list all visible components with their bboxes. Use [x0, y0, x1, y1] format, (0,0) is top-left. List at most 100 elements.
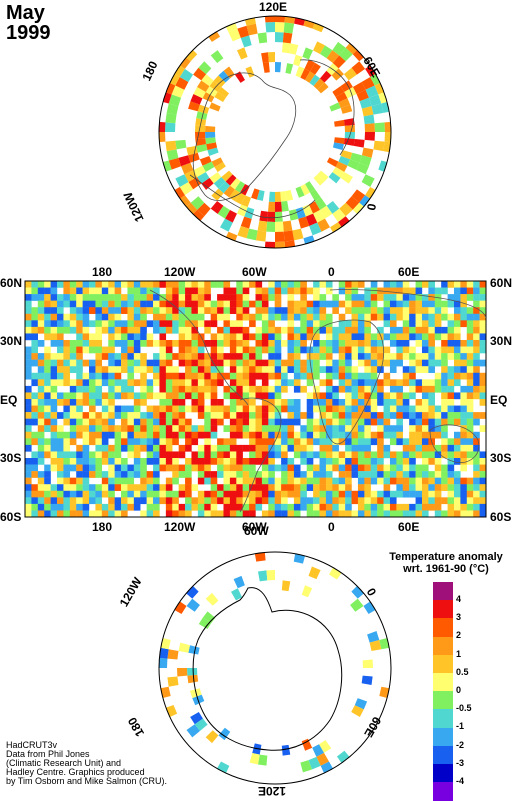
anomaly-cell — [197, 300, 205, 308]
anomaly-cell — [95, 412, 103, 419]
anomaly-cell — [261, 458, 269, 465]
anomaly-cell — [31, 405, 39, 413]
anomaly-cell — [317, 82, 329, 94]
anomaly-cell — [313, 503, 320, 511]
anomaly-cell — [319, 477, 327, 485]
anomaly-cell — [165, 385, 173, 393]
anomaly-cell — [178, 392, 186, 400]
anomaly-cell — [242, 294, 250, 301]
anomaly-cell — [389, 405, 397, 413]
anomaly-cell — [146, 484, 154, 491]
anomaly-cell — [229, 359, 237, 367]
anomaly-cell — [153, 294, 160, 301]
anomaly-cell — [364, 307, 371, 314]
anomaly-cell — [165, 438, 173, 446]
anomaly-cell — [441, 399, 448, 406]
anomaly-cell — [409, 418, 416, 426]
anomaly-cell — [31, 353, 39, 360]
anomaly-cell — [210, 425, 218, 432]
anomaly-cell — [146, 320, 154, 328]
anomaly-cell — [63, 281, 71, 288]
anomaly-cell — [415, 412, 423, 419]
anomaly-cell — [345, 503, 352, 511]
anomaly-cell — [274, 503, 282, 511]
anomaly-cell — [287, 418, 295, 426]
anomaly-cell — [313, 320, 320, 328]
anomaly-cell — [121, 412, 128, 419]
anomaly-cell — [121, 346, 128, 354]
anomaly-cell — [153, 464, 160, 472]
legend-label: 3 — [456, 612, 462, 623]
anomaly-cell — [127, 379, 135, 387]
anomaly-cell — [460, 392, 467, 400]
anomaly-cell — [178, 155, 191, 167]
anomaly-cell — [186, 598, 200, 612]
anomaly-cell — [313, 287, 320, 295]
anomaly-cell — [364, 379, 371, 387]
anomaly-cell — [76, 418, 83, 426]
anomaly-cell — [249, 359, 256, 367]
anomaly-cell — [255, 412, 263, 419]
anomaly-cell — [185, 300, 192, 308]
anomaly-cell — [236, 464, 243, 472]
anomaly-cell — [261, 359, 269, 367]
anomaly-cell — [63, 503, 71, 511]
anomaly-cell — [357, 431, 365, 439]
anomaly-cell — [357, 464, 365, 472]
anomaly-cell — [320, 45, 333, 59]
anomaly-cell — [178, 300, 186, 308]
anomaly-cell — [172, 385, 179, 393]
anomaly-cell — [178, 431, 186, 439]
anomaly-cell — [159, 340, 167, 347]
anomaly-cell — [127, 287, 135, 295]
anomaly-cell — [76, 385, 83, 393]
anomaly-cell — [76, 353, 83, 360]
anomaly-cell — [396, 464, 403, 472]
credit-line-5: by Tim Osborn and Mike Salmon (CRU). — [6, 776, 168, 786]
anomaly-cell — [338, 372, 346, 380]
anomaly-cell — [172, 438, 179, 446]
anomaly-cell — [197, 458, 205, 465]
anomaly-cell — [210, 385, 218, 393]
anomaly-cell — [473, 346, 480, 354]
anomaly-cell — [383, 320, 391, 328]
anomaly-cell — [479, 313, 486, 321]
anomaly-cell — [300, 760, 312, 773]
anomaly-cell — [312, 19, 326, 33]
anomaly-cell — [370, 431, 378, 439]
anomaly-cell — [281, 326, 288, 334]
anomaly-cell — [82, 477, 90, 485]
anomaly-cell — [396, 307, 403, 314]
anomaly-cell — [340, 104, 353, 114]
anomaly-cell — [338, 451, 346, 459]
anomaly-cell — [50, 281, 58, 288]
anomaly-cell — [95, 484, 103, 491]
anomaly-cell — [287, 333, 295, 341]
anomaly-cell — [293, 399, 301, 406]
anomaly-cell — [306, 399, 314, 406]
anomaly-cell — [204, 392, 211, 400]
anomaly-cell — [434, 497, 442, 505]
anomaly-cell — [338, 405, 346, 413]
anomaly-cell — [57, 497, 64, 505]
anomaly-cell — [153, 366, 160, 373]
anomaly-cell — [415, 399, 423, 406]
anomaly-cell — [389, 281, 397, 288]
legend-swatch — [433, 745, 453, 765]
anomaly-cell — [153, 313, 160, 321]
anomaly-cell — [165, 307, 173, 314]
anomaly-cell — [345, 497, 352, 505]
anomaly-cell — [466, 326, 474, 334]
anomaly-cell — [37, 399, 45, 406]
anomaly-cell — [479, 307, 486, 314]
anomaly-cell — [453, 392, 461, 400]
anomaly-cell — [175, 174, 189, 187]
anomaly-cell — [199, 155, 212, 166]
anomaly-cell — [210, 431, 218, 439]
anomaly-cell — [274, 399, 282, 406]
anomaly-cell — [453, 471, 461, 478]
anomaly-cell — [364, 490, 371, 498]
anomaly-cell — [377, 510, 384, 517]
anomaly-cell — [434, 307, 442, 314]
anomaly-cell — [325, 399, 333, 406]
